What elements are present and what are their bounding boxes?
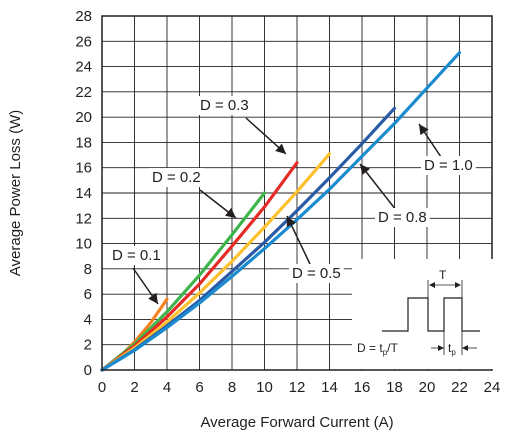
x-tick-label: 24 [484,379,501,396]
annotation-label: D = 0.5 [292,265,341,282]
y-tick-label: 18 [75,134,92,151]
annotation-arrowhead [419,124,429,136]
annotation-label-bg [421,156,476,175]
y-tick-label: 12 [75,210,92,227]
annotation-arrowhead [360,164,371,175]
annotation-label: D = 1.0 [424,157,473,174]
x-tick-label: 2 [130,379,138,396]
x-tick-label: 20 [419,379,436,396]
y-tick-label: 6 [84,286,92,303]
series-annotation: D = 0.3 [197,96,287,155]
x-tick-label: 18 [386,379,403,396]
y-tick-label: 14 [75,185,92,202]
annotation-label-bg [149,168,204,187]
annotation-arrowhead [275,143,286,154]
pulse-waveform [382,297,480,332]
y-tick-label: 4 [84,311,92,328]
y-tick-label: 26 [75,33,92,50]
annotation-arrowhead [286,216,296,228]
x-tick-label: 0 [98,379,106,396]
x-tick-label: 10 [256,379,273,396]
period-arrowhead-left [429,282,435,288]
y-axis-title: Average Power Loss (W) [7,110,24,276]
annotation-label-bg [375,208,430,227]
y-tick-label: 22 [75,84,92,101]
y-tick-label: 0 [84,362,92,379]
series-annotation: D = 0.8 [359,163,430,227]
series-line [100,152,332,372]
series-annotation: D = 0.2 [149,168,237,219]
duty-formula: D = tp/T [357,341,398,357]
period-arrowhead-right [455,282,461,288]
x-tick-label: 4 [163,379,171,396]
x-tick-label: 6 [195,379,203,396]
y-tick-label: 20 [75,109,92,126]
annotation-label: D = 0.8 [378,209,427,226]
series-annotations: D = 0.1 D = 0.2 D = 0.3 D = 0.5 D = 0.8 D = 1… [109,96,476,305]
y-tick-label: 24 [75,59,92,76]
x-axis-title: Average Forward Current (A) [200,414,393,431]
y-tick-label: 8 [84,261,92,278]
series-annotation: D = 0.5 [286,215,344,283]
annotation-label: D = 0.3 [200,97,249,114]
plot-frame [101,15,493,371]
annotation-label-bg [197,96,252,115]
x-tick-label: 12 [289,379,306,396]
duty-cycle-inset: T D = tp/T tp [352,259,493,369]
inset-background [352,259,493,369]
tick-labels: 0 2 4 6 8 10 12 14 16 18 20 22 240246810121416182022… [75,8,500,396]
pulse-width-label: tp [448,341,456,357]
annotation-arrowhead [225,207,236,218]
annotation-arrowhead [148,292,158,304]
x-tick-label: 22 [451,379,468,396]
y-tick-label: 28 [75,8,92,25]
y-tick-label: 2 [84,337,92,354]
x-tick-label: 8 [228,379,236,396]
annotation-label: D = 0.2 [152,169,201,186]
annotation-label-bg [109,246,164,265]
pulse-arrowhead-right [462,345,468,351]
series-line [100,51,462,372]
pulse-arrowhead-left [438,345,444,351]
y-tick-label: 10 [75,236,92,253]
annotation-label: D = 0.1 [112,247,161,264]
series-annotation: D = 1.0 [418,123,476,175]
x-tick-label: 16 [354,379,371,396]
series-lines [100,51,462,372]
series-annotation: D = 0.1 [109,246,164,305]
x-tick-label: 14 [321,379,338,396]
period-label: T [439,268,447,282]
y-tick-label: 16 [75,160,92,177]
annotation-label-bg [289,264,344,283]
